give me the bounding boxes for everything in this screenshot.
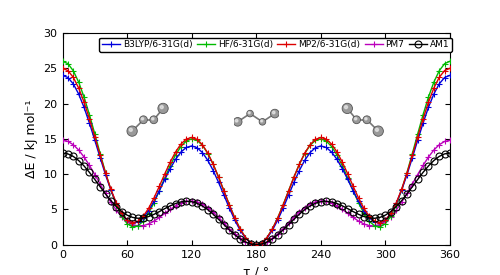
AM1 [414, 178, 420, 181]
Circle shape [376, 128, 378, 131]
HF/6-31G(d) [60, 60, 66, 63]
B3LYP/6-31G(d) [388, 212, 394, 215]
Line: HF/6-31G(d): HF/6-31G(d) [60, 59, 453, 248]
B3LYP/6-31G(d) [398, 189, 404, 192]
AM1 [398, 199, 404, 202]
HF/6-31G(d) [258, 241, 264, 244]
Circle shape [270, 109, 279, 118]
HF/6-31G(d) [188, 137, 194, 141]
B3LYP/6-31G(d) [447, 74, 453, 77]
Circle shape [127, 126, 138, 136]
PM7 [60, 139, 66, 142]
Circle shape [150, 116, 158, 124]
PM7 [258, 242, 264, 246]
Circle shape [352, 116, 360, 124]
AM1 [258, 243, 264, 246]
MP2/6-31G(d) [447, 67, 453, 70]
MP2/6-31G(d) [414, 135, 420, 139]
B3LYP/6-31G(d) [253, 243, 259, 246]
AM1 [188, 200, 194, 203]
B3LYP/6-31G(d) [146, 209, 152, 212]
HF/6-31G(d) [146, 211, 152, 215]
Circle shape [160, 106, 164, 109]
PM7 [447, 139, 453, 142]
X-axis label: τ / °: τ / ° [243, 265, 270, 275]
AM1 [60, 151, 66, 155]
Circle shape [344, 106, 348, 109]
MP2/6-31G(d) [258, 241, 264, 244]
MP2/6-31G(d) [398, 188, 404, 191]
HF/6-31G(d) [447, 60, 453, 63]
Circle shape [152, 118, 154, 120]
AM1 [447, 151, 453, 155]
HF/6-31G(d) [388, 214, 394, 218]
Circle shape [248, 112, 250, 114]
MP2/6-31G(d) [146, 207, 152, 210]
Circle shape [373, 126, 384, 136]
Circle shape [364, 118, 367, 120]
Line: AM1: AM1 [59, 150, 454, 248]
B3LYP/6-31G(d) [414, 139, 420, 142]
AM1 [253, 243, 259, 246]
Line: B3LYP/6-31G(d): B3LYP/6-31G(d) [60, 73, 453, 248]
HF/6-31G(d) [414, 132, 420, 136]
PM7 [398, 201, 404, 204]
Circle shape [142, 118, 144, 120]
MP2/6-31G(d) [388, 212, 394, 215]
B3LYP/6-31G(d) [188, 144, 194, 148]
Line: PM7: PM7 [60, 138, 453, 248]
Circle shape [259, 119, 266, 125]
PM7 [414, 173, 420, 176]
Circle shape [260, 120, 262, 122]
Circle shape [247, 110, 254, 117]
HF/6-31G(d) [398, 188, 404, 192]
PM7 [146, 222, 152, 226]
PM7 [253, 243, 259, 246]
Circle shape [342, 103, 352, 114]
MP2/6-31G(d) [60, 67, 66, 70]
AM1 [388, 210, 394, 213]
Circle shape [130, 128, 132, 131]
MP2/6-31G(d) [253, 243, 259, 246]
Y-axis label: ΔE / kJ mol⁻¹: ΔE / kJ mol⁻¹ [25, 100, 38, 178]
Circle shape [158, 103, 168, 114]
Legend: B3LYP/6-31G(d), HF/6-31G(d), MP2/6-31G(d), PM7, AM1: B3LYP/6-31G(d), HF/6-31G(d), MP2/6-31G(d… [100, 37, 452, 52]
Circle shape [272, 111, 275, 114]
PM7 [188, 199, 194, 203]
B3LYP/6-31G(d) [60, 74, 66, 77]
AM1 [146, 215, 152, 218]
Line: MP2/6-31G(d): MP2/6-31G(d) [60, 65, 453, 248]
Circle shape [234, 117, 242, 126]
Circle shape [354, 118, 357, 120]
B3LYP/6-31G(d) [258, 241, 264, 245]
Circle shape [140, 116, 147, 124]
Circle shape [236, 119, 238, 122]
PM7 [388, 215, 394, 218]
Circle shape [363, 116, 371, 124]
HF/6-31G(d) [253, 243, 259, 246]
MP2/6-31G(d) [188, 136, 194, 139]
